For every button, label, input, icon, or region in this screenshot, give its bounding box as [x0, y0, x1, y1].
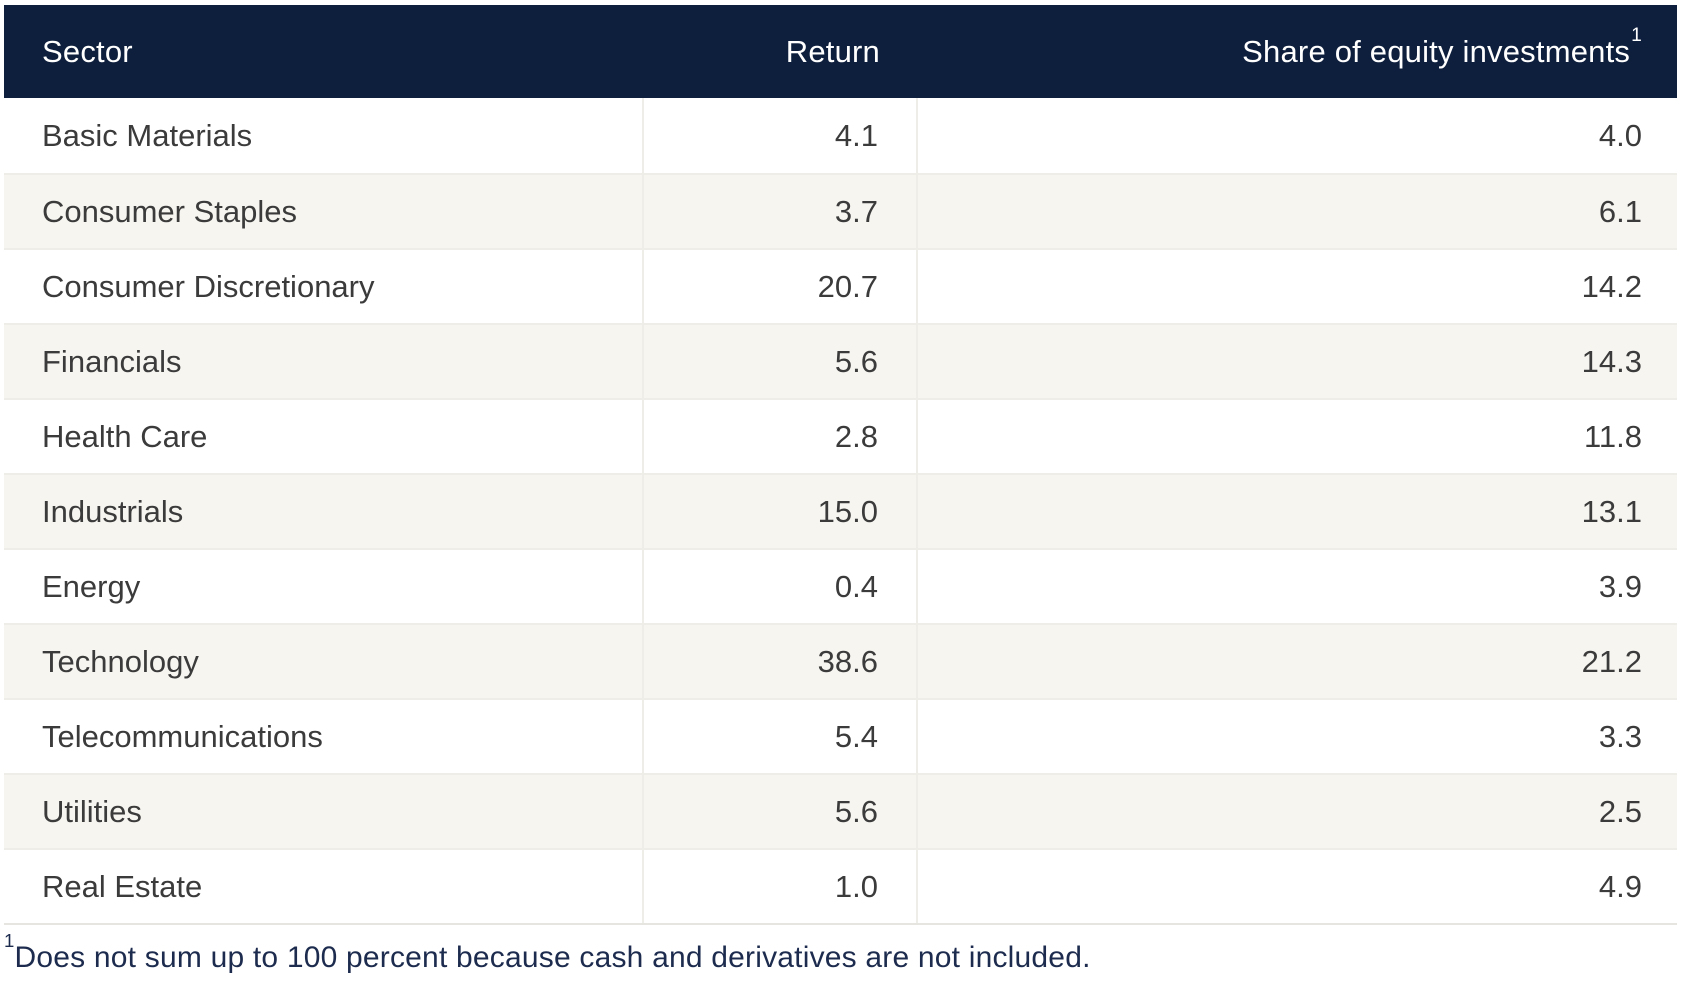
cell-return: 5.6 [642, 325, 918, 398]
cell-sector: Real Estate [42, 868, 203, 904]
cell-return: 2.8 [642, 400, 918, 473]
column-header-share: Share of equity investments1 [918, 25, 1677, 70]
table-row-consumer-staples: Consumer Staples 3.7 6.1 [4, 173, 1677, 248]
footnote: 1Does not sum up to 100 percent because … [3, 931, 1091, 975]
table-body: Basic Materials 4.1 4.0 Consumer Staples… [4, 98, 1677, 925]
table-row-telecommunications: Telecommunications 5.4 3.3 [4, 698, 1677, 773]
footnote-text: Does not sum up to 100 percent because c… [14, 941, 1091, 974]
table-row-utilities: Utilities 5.6 2.5 [4, 773, 1677, 848]
cell-share: 11.8 [1583, 418, 1642, 454]
table-header-row: Sector Return Share of equity investment… [4, 5, 1677, 98]
table-row-industrials: Industrials 15.0 13.1 [4, 473, 1677, 548]
sector-performance-table: Sector Return Share of equity investment… [4, 5, 1677, 925]
cell-share: 3.3 [1598, 718, 1642, 754]
cell-sector: Consumer Staples [42, 193, 298, 229]
cell-sector: Health Care [42, 418, 208, 454]
table-row-health-care: Health Care 2.8 11.8 [4, 398, 1677, 473]
cell-sector: Energy [42, 568, 141, 604]
cell-sector: Utilities [42, 793, 142, 829]
cell-sector: Consumer Discretionary [42, 268, 375, 304]
table-row-consumer-discretionary: Consumer Discretionary 20.7 14.2 [4, 248, 1677, 323]
cell-return: 15.0 [642, 475, 918, 548]
cell-share: 3.9 [1598, 568, 1642, 604]
cell-share: 14.2 [1581, 268, 1642, 304]
cell-sector: Industrials [42, 493, 184, 529]
table-row-energy: Energy 0.4 3.9 [4, 548, 1677, 623]
cell-sector: Financials [42, 343, 182, 379]
cell-return: 3.7 [642, 175, 918, 248]
cell-return: 1.0 [642, 850, 918, 923]
cell-share: 6.1 [1598, 193, 1642, 229]
cell-share: 14.3 [1581, 343, 1642, 379]
cell-return: 4.1 [642, 98, 918, 173]
cell-share: 2.5 [1598, 793, 1642, 829]
cell-share: 4.0 [1598, 117, 1642, 153]
cell-return: 5.6 [642, 775, 918, 848]
cell-share: 13.1 [1581, 493, 1642, 529]
table-row-technology: Technology 38.6 21.2 [4, 623, 1677, 698]
cell-sector: Telecommunications [42, 718, 323, 754]
cell-return: 38.6 [642, 625, 918, 698]
cell-share: 21.2 [1581, 643, 1642, 679]
cell-sector: Technology [42, 643, 199, 679]
column-header-share-label: Share of equity investments [1242, 33, 1631, 69]
cell-return: 20.7 [642, 250, 918, 323]
cell-return: 5.4 [642, 700, 918, 773]
cell-return: 0.4 [642, 550, 918, 623]
table-row-financials: Financials 5.6 14.3 [4, 323, 1677, 398]
column-header-sector: Sector [42, 33, 133, 69]
footnote-superscript: 1 [4, 929, 15, 951]
footnote-marker-icon: 1 [1631, 24, 1642, 46]
table-row-basic-materials: Basic Materials 4.1 4.0 [4, 98, 1677, 173]
column-header-return: Return [785, 33, 880, 69]
cell-share: 4.9 [1598, 868, 1642, 904]
table-row-real-estate: Real Estate 1.0 4.9 [4, 848, 1677, 923]
cell-sector: Basic Materials [42, 117, 253, 153]
